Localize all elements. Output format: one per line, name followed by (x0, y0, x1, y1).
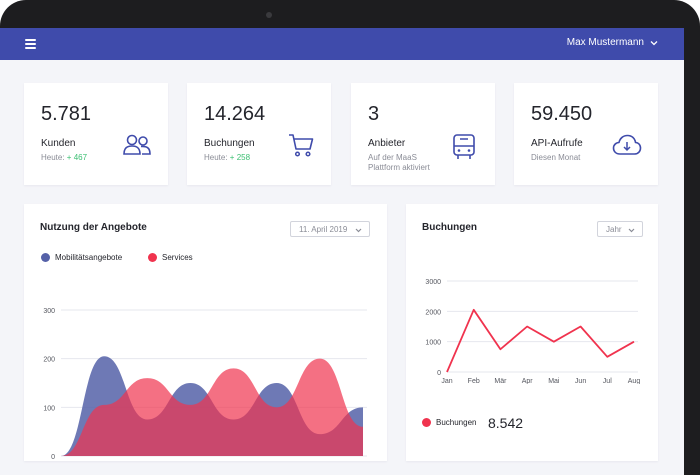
chevron-down-icon (628, 228, 635, 233)
kpi-subtext: Diesen Monat (531, 153, 581, 162)
app-screen: Max Mustermann 5.781 Kunden Heute: + 467… (0, 28, 684, 475)
kpi-label: API-Aufrufe (531, 138, 583, 149)
legend-swatch (148, 253, 157, 262)
kpi-value: 14.264 (204, 103, 266, 125)
camera-dot (266, 12, 272, 18)
x-tick-label: Apr (522, 378, 534, 384)
kpi-label: Kunden (41, 138, 76, 149)
y-tick-label: 0 (437, 370, 441, 377)
hamburger-menu-icon[interactable] (25, 39, 36, 49)
y-tick-label: 1000 (425, 340, 441, 347)
cloud-download-icon (612, 134, 642, 155)
y-tick-label: 2000 (425, 309, 441, 316)
x-tick-label: Feb (468, 378, 480, 384)
chevron-down-icon (355, 228, 362, 233)
kpi-value: 3 (368, 103, 380, 125)
kpi-subtext: Heute: + 467 (41, 153, 88, 162)
kpi-value: 5.781 (41, 103, 92, 125)
y-tick-label: 3000 (425, 279, 441, 286)
y-tick-label: 200 (43, 357, 55, 364)
panel-title: Nutzung der Angebote (40, 222, 147, 233)
legend-swatch (422, 418, 431, 427)
usage-panel: Nutzung der Angebote 11. April 2019 Mobi… (24, 204, 387, 461)
legend-item: Mobilitätsangebote (41, 253, 122, 262)
legend-swatch (41, 253, 50, 262)
legend-item: Services (148, 253, 193, 262)
kpi-label: Buchungen (204, 138, 255, 149)
x-tick-label: Jul (603, 378, 612, 384)
series-line-buchungen (446, 308, 635, 373)
kpi-subtext: Heute: + 258 (204, 153, 251, 162)
x-tick-label: Aug (628, 378, 641, 384)
bus-icon (453, 134, 475, 159)
usage-area-chart: 0100200300JanFebMärAprMaiJunJulAug (43, 308, 367, 461)
kpi-card-kunden: 5.781 Kunden Heute: + 467 (24, 83, 168, 185)
y-tick-label: 100 (43, 405, 55, 412)
y-tick-label: 300 (43, 308, 55, 315)
series-area-services (61, 358, 363, 456)
user-menu[interactable]: Max Mustermann (567, 37, 658, 48)
kpi-card-buchungen: 14.264 Buchungen Heute: + 258 (187, 83, 331, 185)
kpi-value: 59.450 (531, 103, 593, 125)
kpi-card-anbieter: 3 Anbieter Auf der MaaS Plattform aktivi… (351, 83, 495, 185)
x-tick-label: Jun (575, 378, 586, 384)
date-select[interactable]: 11. April 2019 (290, 221, 370, 237)
shopping-cart-icon (289, 134, 314, 157)
kpi-label: Anbieter (368, 138, 406, 149)
user-name: Max Mustermann (566, 37, 644, 48)
kpi-card-api-aufrufe: 59.450 API-Aufrufe Diesen Monat (514, 83, 658, 185)
panel-title: Buchungen (422, 222, 477, 233)
users-icon (123, 134, 151, 155)
bookings-legend: Buchungen (422, 418, 476, 427)
x-tick-label: Mai (548, 378, 560, 384)
bookings-total: 8.542 (488, 415, 524, 431)
top-bar: Max Mustermann (0, 28, 684, 60)
x-tick-label: Mär (494, 378, 507, 384)
y-tick-label: 0 (51, 454, 55, 461)
period-select[interactable]: Jahr (597, 221, 643, 237)
chevron-down-icon (650, 40, 658, 45)
kpi-subtext: Auf der MaaS Plattform aktiviert (368, 153, 430, 172)
bookings-panel: Buchungen Jahr 0 1000 2000 3000 Jan Feb Mär Apr… (406, 204, 658, 461)
bookings-line-chart: 0 1000 2000 3000 Jan Feb Mär Apr Mai Jun Jul Aug (425, 279, 641, 384)
x-tick-label: Jan (441, 378, 452, 384)
